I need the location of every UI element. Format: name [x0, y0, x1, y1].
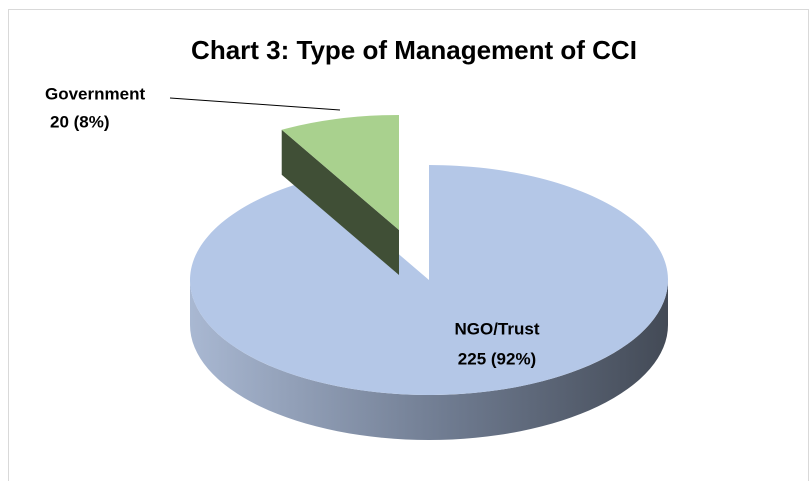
leader-line — [169, 97, 341, 111]
slice-face — [281, 129, 399, 275]
pie — [190, 115, 668, 440]
value-label: 20 (8%) — [50, 112, 110, 131]
chart-title: Chart 3: Type of Management of CCI — [191, 35, 637, 65]
value-label: 225 (92%) — [458, 349, 536, 368]
slice — [190, 165, 668, 395]
slice-side — [190, 280, 668, 440]
slice — [281, 115, 399, 230]
slice-label: Government — [45, 84, 145, 103]
slice-label: NGO/Trust — [454, 319, 539, 338]
